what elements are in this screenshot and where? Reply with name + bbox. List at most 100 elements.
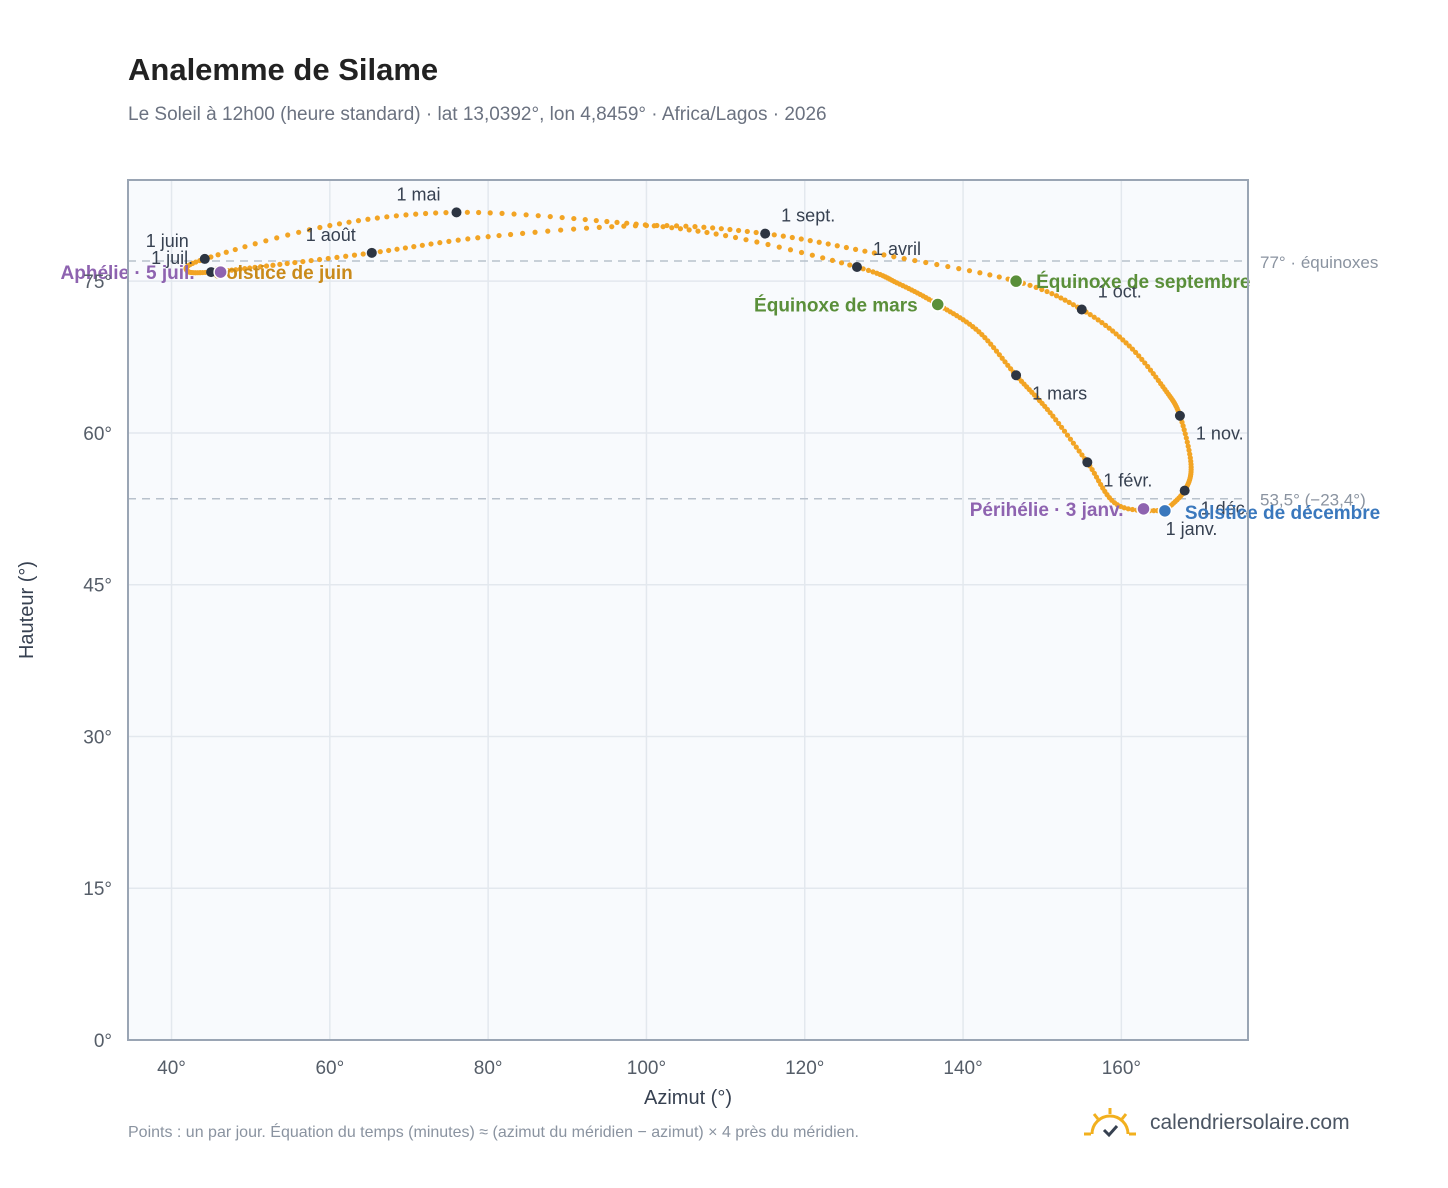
daily-point: [1183, 435, 1189, 441]
month-label: 1 févr.: [1103, 470, 1152, 490]
daily-point: [825, 241, 831, 247]
daily-point: [229, 267, 235, 273]
daily-point: [843, 244, 849, 251]
daily-point: [237, 266, 243, 272]
month-label: 1 déc.: [1201, 499, 1250, 519]
daily-point: [582, 216, 588, 223]
x-tick-label: 100°: [627, 1058, 666, 1079]
daily-point: [1079, 452, 1085, 458]
plot-frame: [127, 179, 1249, 1041]
daily-point: [316, 256, 323, 263]
daily-point: [713, 231, 719, 237]
grid: [128, 180, 1248, 1041]
daily-point: [411, 244, 417, 250]
daily-point: [870, 269, 876, 275]
daily-point: [991, 344, 997, 351]
month-label: 1 mai: [396, 184, 440, 204]
month-label: 1 juin: [146, 231, 189, 251]
daily-point: [1039, 286, 1045, 293]
daily-point: [1106, 325, 1112, 331]
daily-point: [374, 215, 380, 221]
daily-point: [743, 237, 749, 243]
daily-point: [446, 238, 452, 244]
daily-point: [1002, 359, 1008, 365]
daily-point: [1095, 317, 1101, 323]
month-label: 1 sept.: [781, 206, 835, 226]
plot-area: [128, 180, 1248, 1040]
daily-point: [285, 232, 291, 238]
daily-point: [829, 257, 836, 263]
daily-point: [284, 260, 290, 267]
daily-point: [1185, 443, 1191, 449]
y-tick-label: 45°: [83, 576, 112, 597]
daily-point: [809, 252, 815, 258]
daily-point: [475, 235, 481, 241]
daily-point: [1147, 367, 1154, 373]
y-tick-label: 0°: [94, 1031, 112, 1052]
daily-point: [545, 228, 551, 234]
daily-point: [334, 254, 340, 260]
daily-point: [1184, 439, 1190, 445]
daily-point: [1087, 311, 1093, 318]
daily-point: [1099, 320, 1105, 326]
daily-point: [780, 233, 786, 239]
y-tick-label: 30°: [83, 727, 112, 748]
daily-point: [643, 222, 650, 229]
daily-point: [654, 222, 660, 229]
page-title: Analemme de Silame: [128, 52, 439, 87]
daily-point: [1066, 299, 1072, 305]
daily-point: [934, 261, 940, 268]
daily-point: [1058, 295, 1064, 301]
event-label: Solstice de décembre: [1185, 503, 1380, 524]
daily-point: [1133, 349, 1139, 356]
daily-point: [1064, 432, 1071, 438]
x-tick-label: 60°: [315, 1058, 344, 1079]
daily-point: [789, 234, 795, 241]
daily-point: [247, 265, 253, 271]
daily-point: [1062, 297, 1068, 303]
daily-point: [787, 247, 794, 253]
daily-point: [1091, 314, 1097, 320]
x-axis-ticks: 40° 60° 80° 100° 120° 140° 160°: [157, 1058, 1141, 1079]
month-label: 1 janv.: [1166, 519, 1218, 539]
daily-point: [1089, 466, 1095, 473]
daily-point: [485, 234, 491, 240]
daily-point: [1070, 302, 1076, 308]
daily-point: [727, 226, 733, 233]
daily-point: [393, 213, 399, 219]
daily-point: [956, 266, 962, 272]
event-marker-equinox: [1008, 273, 1024, 289]
daily-point: [559, 214, 565, 221]
daily-point: [1126, 343, 1132, 349]
daily-point: [593, 217, 599, 224]
y-axis-ticks: 0° 15° 30° 45° 60° 75°: [83, 272, 112, 1052]
daily-point: [1110, 328, 1116, 334]
brand[interactable]: calendriersolaire.com: [1082, 1103, 1350, 1143]
daily-point: [722, 233, 729, 239]
daily-point: [834, 243, 840, 249]
daily-point: [988, 341, 994, 347]
daily-point: [296, 229, 302, 235]
reference-lines: 77° · équinoxes 53,5° (−23,4°): [128, 253, 1378, 510]
daily-point: [683, 223, 689, 229]
daily-point: [776, 244, 782, 250]
daily-point: [336, 221, 343, 227]
daily-point: [695, 228, 701, 234]
daily-point: [1120, 337, 1126, 343]
month-marker: [451, 207, 462, 218]
daily-point: [632, 223, 639, 229]
daily-point: [413, 211, 419, 217]
event-label: Équinoxe de mars: [754, 294, 918, 316]
daily-point: [571, 226, 577, 232]
daily-point: [499, 210, 505, 216]
month-label: 1 avril: [873, 239, 921, 259]
month-marker: [1174, 410, 1185, 421]
daily-point: [292, 259, 298, 266]
daily-point: [1053, 293, 1060, 299]
daily-point: [871, 250, 877, 256]
y-tick-label: 75°: [83, 272, 112, 293]
daily-point: [252, 264, 258, 270]
daily-point: [1061, 428, 1068, 434]
daily-point: [798, 236, 804, 242]
analemma-curve: [183, 209, 1194, 514]
